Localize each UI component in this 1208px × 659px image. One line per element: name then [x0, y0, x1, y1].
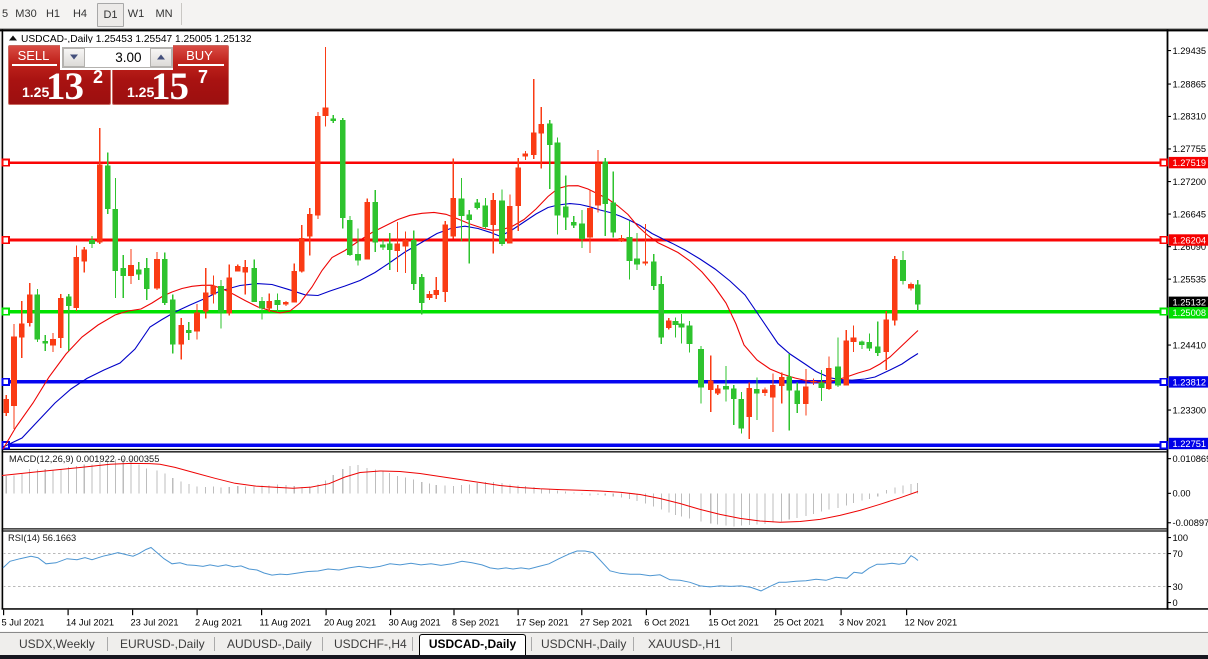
svg-text:MACD(12,26,9) 0.001922 -0.0003: MACD(12,26,9) 0.001922 -0.000355 — [9, 454, 159, 464]
svg-text:30: 30 — [1173, 582, 1183, 592]
svg-text:1.29435: 1.29435 — [1173, 46, 1207, 56]
svg-text:1.26204: 1.26204 — [1173, 235, 1207, 245]
svg-text:1.27519: 1.27519 — [1173, 158, 1207, 168]
svg-text:14 Jul 2021: 14 Jul 2021 — [66, 618, 114, 628]
svg-text:25 Oct 2021: 25 Oct 2021 — [774, 618, 825, 628]
svg-text:1.26645: 1.26645 — [1173, 209, 1207, 219]
svg-text:-0.008974: -0.008974 — [1173, 518, 1208, 528]
svg-text:USDCAD-,Daily 1.25453 1.25547: USDCAD-,Daily 1.25453 1.25547 1.25005 1.… — [21, 34, 252, 45]
svg-text:11 Aug 2021: 11 Aug 2021 — [260, 618, 312, 628]
svg-text:1.24410: 1.24410 — [1173, 340, 1207, 350]
svg-text:2 Aug 2021: 2 Aug 2021 — [195, 618, 242, 628]
svg-text:1.27200: 1.27200 — [1173, 177, 1207, 187]
svg-text:1.23300: 1.23300 — [1173, 405, 1207, 415]
svg-text:1.26090: 1.26090 — [1173, 242, 1207, 252]
svg-text:5 Jul 2021: 5 Jul 2021 — [2, 618, 45, 628]
svg-text:1.28310: 1.28310 — [1173, 112, 1207, 122]
svg-text:0: 0 — [1173, 598, 1178, 608]
svg-text:70: 70 — [1173, 549, 1183, 559]
svg-text:0.00: 0.00 — [1173, 489, 1191, 499]
svg-text:12 Nov 2021: 12 Nov 2021 — [905, 618, 958, 628]
svg-text:17 Sep 2021: 17 Sep 2021 — [516, 618, 569, 628]
svg-text:RSI(14) 56.1663: RSI(14) 56.1663 — [8, 533, 76, 543]
svg-text:3 Nov 2021: 3 Nov 2021 — [839, 618, 887, 628]
svg-text:23 Jul 2021: 23 Jul 2021 — [131, 618, 179, 628]
svg-text:1.25132: 1.25132 — [1173, 298, 1207, 308]
svg-text:1.25008: 1.25008 — [1173, 308, 1207, 318]
svg-text:1.28865: 1.28865 — [1173, 79, 1207, 89]
svg-text:30 Aug 2021: 30 Aug 2021 — [389, 618, 441, 628]
svg-text:1.27755: 1.27755 — [1173, 144, 1207, 154]
svg-text:1.22751: 1.22751 — [1173, 439, 1207, 449]
svg-text:1.25535: 1.25535 — [1173, 274, 1207, 284]
svg-text:20 Aug 2021: 20 Aug 2021 — [324, 618, 376, 628]
svg-text:0.010869: 0.010869 — [1173, 454, 1208, 464]
svg-text:8 Sep 2021: 8 Sep 2021 — [452, 618, 500, 628]
svg-text:27 Sep 2021: 27 Sep 2021 — [580, 618, 633, 628]
svg-text:100: 100 — [1173, 533, 1189, 543]
svg-text:1.23812: 1.23812 — [1173, 377, 1207, 387]
svg-text:15 Oct 2021: 15 Oct 2021 — [708, 618, 759, 628]
svg-text:6 Oct 2021: 6 Oct 2021 — [644, 618, 689, 628]
